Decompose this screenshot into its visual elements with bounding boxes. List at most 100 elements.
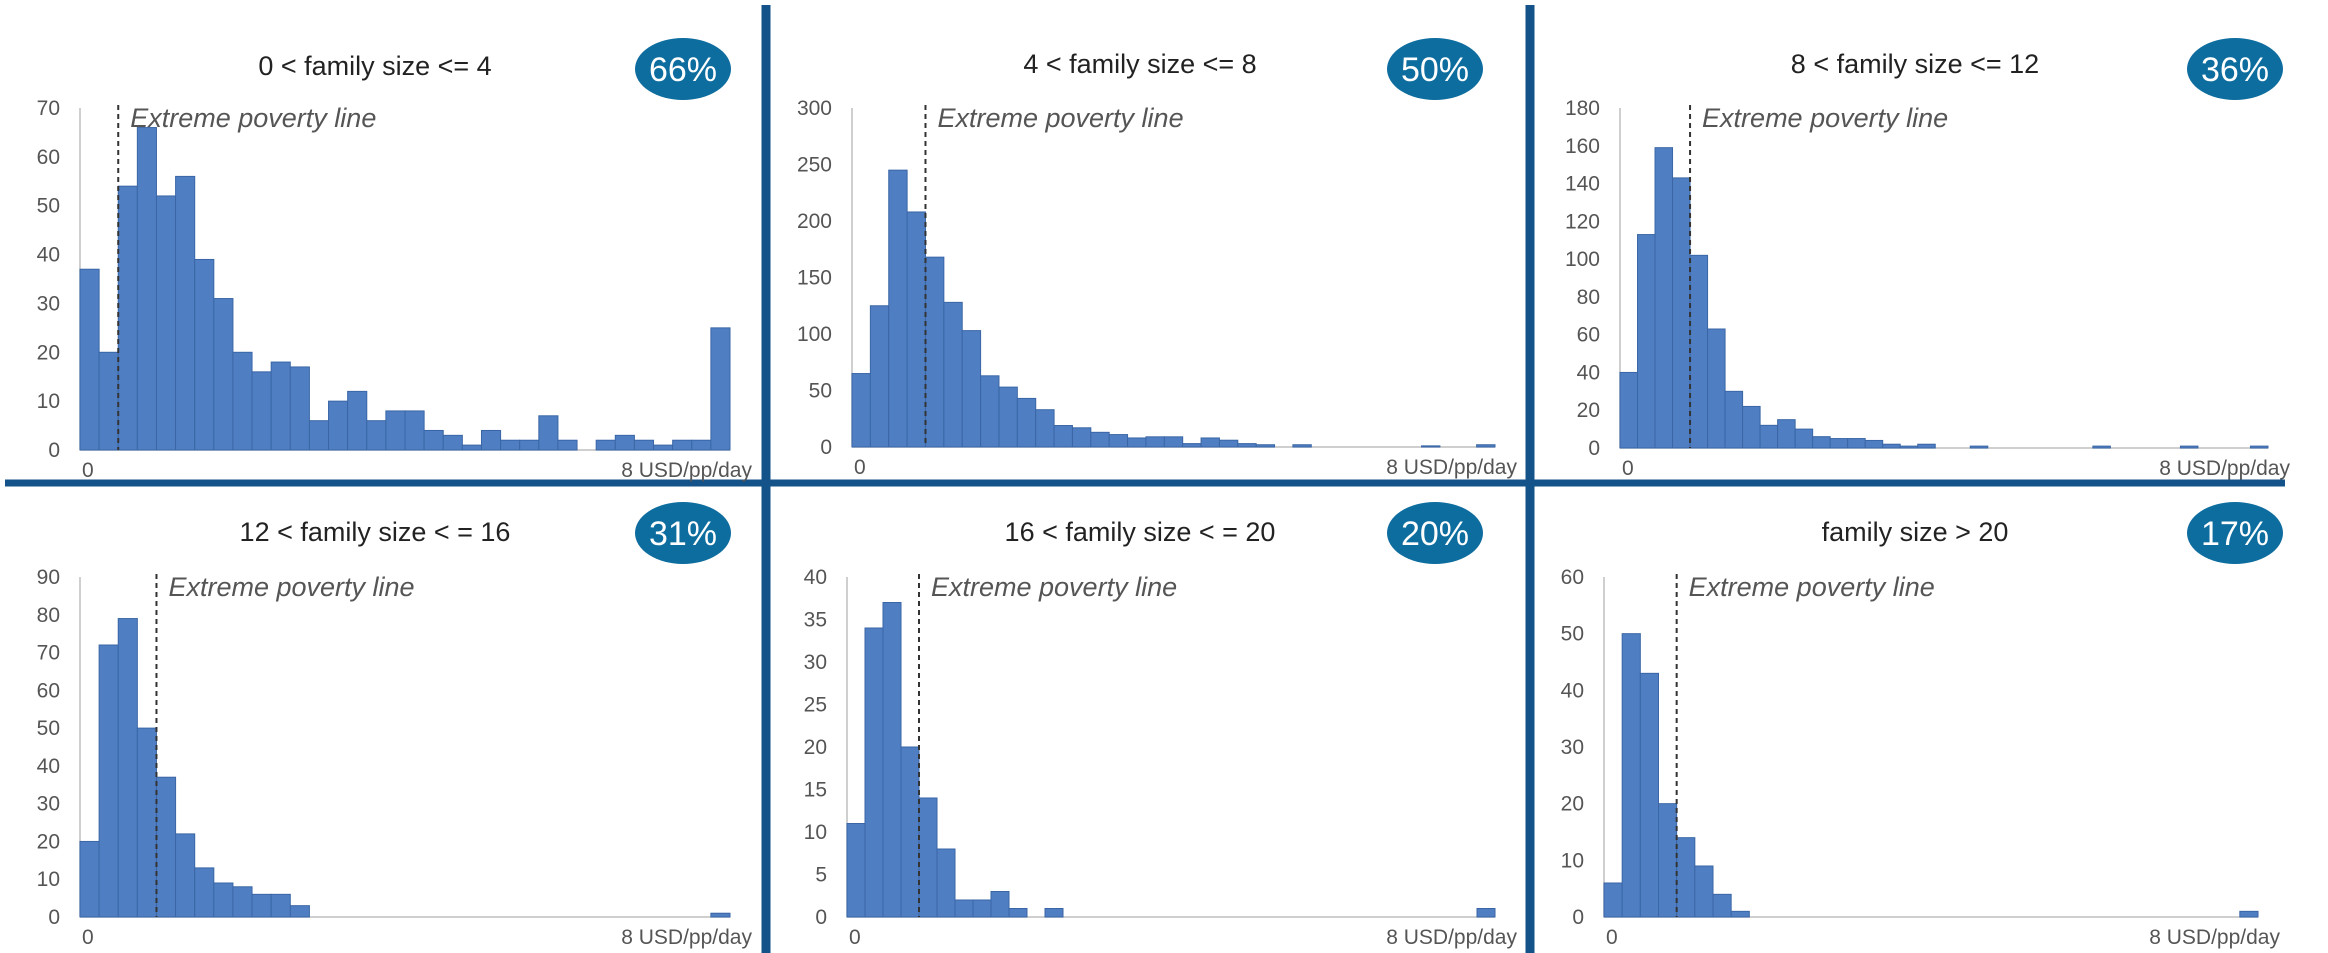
histogram-bar	[194, 258, 215, 451]
histogram-bar	[1672, 177, 1691, 449]
histogram-bar	[423, 429, 444, 451]
histogram-bar	[906, 211, 926, 448]
y-tick-label: 30	[37, 292, 60, 315]
y-tick-label: 40	[37, 755, 60, 778]
badge-ellipse	[2187, 502, 2283, 564]
histogram-bar	[1476, 908, 1496, 918]
y-tick-label: 20	[1561, 793, 1584, 816]
histogram-bar	[851, 373, 871, 448]
histogram-bar	[1603, 882, 1623, 918]
histogram-bar	[672, 439, 693, 451]
histogram-panel-1: 0 < family size <= 4 66% 0 10 20 30 40 50 60 70 Ex…	[37, 38, 752, 482]
histogram-bar	[1882, 443, 1901, 449]
y-tick-label: 20	[37, 341, 60, 364]
extreme-poverty-line-label: Extreme poverty line	[130, 103, 376, 133]
histogram-bar	[653, 444, 674, 451]
y-tick-label: 180	[1565, 97, 1600, 120]
badge-label: 17%	[2201, 515, 2269, 553]
histogram-bar	[2239, 910, 2259, 918]
histogram-bar	[954, 899, 974, 918]
y-tick-label: 30	[1561, 736, 1584, 759]
x-tick-label-right: 8 USD/pp/day	[2159, 457, 2290, 480]
histogram-bar	[998, 386, 1018, 448]
histogram-bar	[1864, 439, 1884, 449]
y-tick-label: 60	[37, 679, 60, 702]
percentage-badge: 17%	[2187, 502, 2283, 564]
histogram-bar	[1237, 443, 1257, 448]
y-tick-label: 100	[797, 323, 832, 346]
histogram-bar	[251, 371, 272, 451]
histogram-bar	[461, 444, 482, 451]
y-tick-label: 300	[797, 97, 832, 120]
histogram-bar	[882, 602, 902, 918]
histogram-bar	[961, 330, 982, 448]
histogram-bar	[404, 410, 425, 451]
y-tick-label: 60	[1577, 324, 1600, 347]
x-tick-label-right: 8 USD/pp/day	[2149, 926, 2280, 949]
panel-title: 8 < family size <= 12	[1791, 49, 2039, 79]
histogram-bar	[918, 797, 938, 918]
histogram-bar	[308, 420, 330, 451]
histogram-bar	[270, 361, 291, 451]
histogram-bar	[2179, 445, 2199, 449]
x-tick-label-right: 8 USD/pp/day	[621, 459, 752, 482]
histogram-bar	[1035, 409, 1055, 448]
extreme-poverty-line-label: Extreme poverty line	[1689, 572, 1935, 602]
badge-ellipse	[1387, 38, 1483, 100]
histogram-bar	[347, 390, 368, 451]
histogram-bar	[1812, 436, 1831, 449]
y-tick-label: 80	[37, 604, 60, 627]
y-tick-label: 25	[804, 694, 827, 717]
histogram-bar	[1794, 428, 1814, 449]
histogram-bar	[1694, 865, 1714, 918]
histogram-bar	[1654, 147, 1674, 449]
badge-ellipse	[1387, 502, 1483, 564]
y-tick-label: 150	[797, 267, 832, 290]
y-tick-label: 10	[1561, 849, 1584, 872]
panel-title: 16 < family size < = 20	[1005, 517, 1276, 547]
histogram-bar	[972, 899, 992, 918]
y-tick-label: 60	[1561, 566, 1584, 589]
extreme-poverty-line-label: Extreme poverty line	[168, 572, 414, 602]
histogram-bar	[1421, 445, 1441, 448]
histogram-bar	[2092, 445, 2111, 449]
y-tick-label: 30	[804, 651, 827, 674]
histogram-bar	[175, 175, 196, 451]
histogram-panel-4: 12 < family size < = 16 31% 0 10 20 30 40 50 60 7…	[37, 502, 752, 949]
y-tick-label: 10	[804, 821, 827, 844]
histogram-bar	[557, 439, 578, 451]
histogram-bar	[1621, 633, 1641, 918]
badge-label: 31%	[649, 515, 717, 553]
histogram-panel-5: 16 < family size < = 20 20% 0 5 10 15 20 25 30 35…	[804, 502, 1517, 949]
histogram-bar	[1689, 254, 1709, 449]
histogram-bar	[1090, 431, 1110, 448]
y-tick-label: 80	[1577, 286, 1600, 309]
histogram-bar	[1847, 438, 1866, 449]
percentage-badge: 20%	[1387, 502, 1483, 564]
histogram-bar	[1016, 397, 1037, 448]
histogram-bar	[1676, 837, 1696, 918]
histogram-bar	[328, 400, 349, 451]
histogram-bar	[1163, 436, 1184, 448]
histogram-bar	[1637, 234, 1656, 449]
y-tick-label: 0	[820, 436, 832, 459]
histogram-bar	[480, 429, 502, 451]
percentage-badge: 50%	[1387, 38, 1483, 100]
histogram-bar	[936, 848, 956, 918]
y-tick-label: 200	[797, 210, 832, 233]
y-tick-label: 15	[804, 779, 827, 802]
histogram-bar	[1724, 390, 1744, 449]
badge-label: 50%	[1401, 51, 1469, 89]
histogram-bar	[1619, 371, 1639, 449]
y-tick-label: 0	[48, 439, 60, 462]
y-tick-label: 30	[37, 793, 60, 816]
histogram-bar	[2249, 445, 2269, 449]
extreme-poverty-line-label: Extreme poverty line	[937, 103, 1183, 133]
histogram-bar	[595, 439, 616, 451]
histogram-bar	[1730, 910, 1750, 918]
panel-title: 0 < family size <= 4	[258, 51, 491, 81]
histogram-bar	[538, 415, 559, 451]
histogram-bar	[633, 439, 655, 451]
badge-label: 66%	[649, 51, 717, 89]
